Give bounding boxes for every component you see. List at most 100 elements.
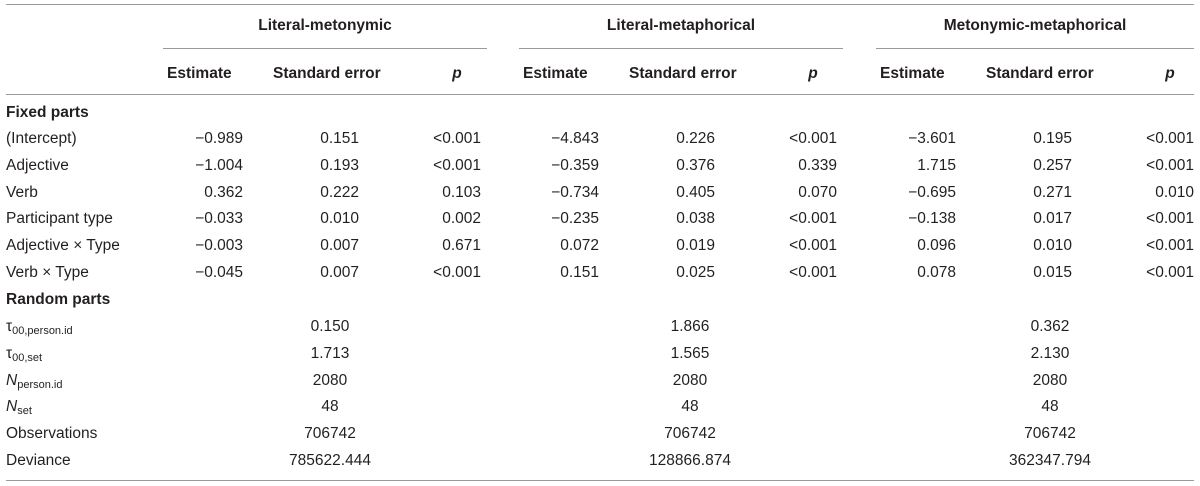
estimate-cell: 0.096 [917,237,956,255]
se-cell: 0.019 [676,237,715,255]
p-cell: <0.001 [1146,156,1194,174]
row-label: τ00,person.id [6,318,73,337]
row-label: Verb × Type [6,264,89,281]
random-value-cell: 706742 [1024,425,1076,443]
random-value-cell: 785622.444 [289,452,371,469]
row-label: Nperson.id [6,371,63,391]
estimate-cell: −0.695 [908,183,956,201]
p-cell: 0.339 [798,156,837,174]
random-value-cell: 1.565 [670,344,710,362]
se-cell: 0.010 [320,210,359,228]
se-cell: 0.010 [1033,237,1072,255]
se-cell: 0.015 [1033,264,1072,281]
se-cell: 0.405 [676,183,715,201]
estimate-cell: 0.362 [204,183,243,201]
estimate-cell: −0.003 [195,237,243,255]
estimate-cell: −0.989 [195,130,243,147]
se-cell: 0.151 [320,130,359,147]
se-cell: 0.376 [676,156,715,174]
row-label: Adjective [6,156,69,174]
column-header-standard-error: Standard error [273,65,381,82]
se-cell: 0.195 [1033,130,1072,147]
random-value-cell: 362347.794 [1009,452,1091,469]
p-cell: <0.001 [433,130,481,147]
p-cell: 0.070 [798,183,837,201]
row-label: Adjective × Type [6,237,120,255]
estimate-cell: −0.045 [195,264,243,281]
column-header-standard-error: Standard error [986,65,1094,82]
random-value-cell: 48 [681,398,699,416]
column-header-p: p [808,65,818,82]
se-cell: 0.222 [320,183,359,201]
section-fixed-parts: Fixed parts [6,104,89,121]
estimate-cell: −0.734 [551,183,599,201]
p-cell: <0.001 [789,210,837,228]
estimate-cell: −1.004 [195,156,243,174]
p-cell: <0.001 [789,130,837,147]
group-header-metonymic-metaphorical: Metonymic-metaphorical [943,17,1127,34]
estimate-cell: −0.235 [551,210,599,228]
random-value-cell: 1.713 [310,344,350,362]
column-header-p: p [452,65,462,82]
p-cell: <0.001 [433,156,481,174]
se-cell: 0.257 [1033,156,1072,174]
random-value-cell: 2080 [312,371,348,389]
random-value-cell: 2.130 [1030,344,1070,362]
p-cell: <0.001 [1146,210,1194,228]
random-value-cell: 706742 [664,425,716,443]
random-value-cell: 0.362 [1030,318,1070,335]
row-label: (Intercept) [6,130,77,147]
random-value-cell: 128866.874 [649,452,731,469]
top-rule [6,4,1194,5]
row-label: Observations [6,425,98,443]
estimate-cell: −0.138 [908,210,956,228]
se-cell: 0.017 [1033,210,1072,228]
se-cell: 0.025 [676,264,715,281]
p-cell: <0.001 [789,264,837,281]
random-value-cell: 48 [321,398,339,416]
random-value-cell: 706742 [304,425,356,443]
p-cell: 0.103 [442,183,481,201]
estimate-cell: −0.359 [551,156,599,174]
estimate-cell: 0.151 [560,264,599,281]
column-header-estimate: Estimate [523,65,588,82]
group-underline-literal-metaphorical [519,48,843,49]
p-cell: <0.001 [433,264,481,281]
p-cell: <0.001 [1146,237,1194,255]
estimate-cell: 0.078 [917,264,956,281]
column-header-standard-error: Standard error [629,65,737,82]
column-header-p: p [1165,65,1175,82]
se-cell: 0.226 [676,130,715,147]
row-label: Deviance [6,452,71,469]
p-cell: <0.001 [1146,130,1194,147]
group-header-literal-metonymic: Literal-metonymic [258,17,392,34]
estimate-cell: 0.072 [560,237,599,255]
row-label: τ00,set [6,344,43,364]
estimate-cell: −4.843 [551,130,599,147]
p-cell: 0.002 [442,210,481,228]
p-cell: <0.001 [789,237,837,255]
random-value-cell: 1.866 [670,318,710,335]
column-header-estimate: Estimate [167,65,232,82]
se-cell: 0.193 [320,156,359,174]
row-label: Verb [6,183,38,201]
section-random-parts: Random parts [6,291,111,308]
se-cell: 0.038 [676,210,715,228]
p-cell: 0.010 [1155,183,1194,201]
p-cell: <0.001 [1146,264,1194,281]
se-cell: 0.271 [1033,183,1072,201]
se-cell: 0.007 [320,264,359,281]
row-label: Participant type [6,210,113,228]
header-bottom-rule [6,94,1194,95]
random-value-cell: 2080 [1032,371,1068,389]
estimate-cell: 1.715 [917,156,956,174]
random-value-cell: 2080 [672,371,708,389]
group-underline-metonymic-metaphorical [876,48,1194,49]
estimate-cell: −0.033 [195,210,243,228]
se-cell: 0.007 [320,237,359,255]
bottom-rule [6,480,1194,481]
random-value-cell: 0.150 [310,318,350,335]
column-header-estimate: Estimate [880,65,945,82]
random-value-cell: 48 [1041,398,1059,416]
p-cell: 0.671 [442,237,481,255]
